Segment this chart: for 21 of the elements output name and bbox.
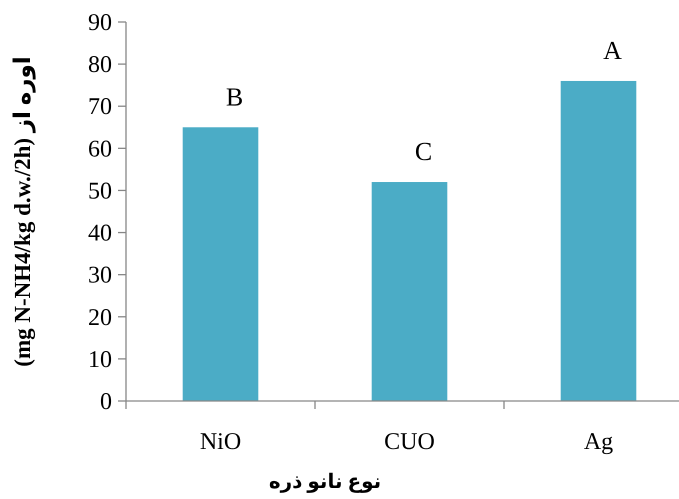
x-tick-label: NiO [200, 429, 242, 455]
y-tick-label: 30 [88, 262, 112, 289]
x-axis-title: نوع نانو ذره [268, 471, 382, 493]
y-axis-title: اوره از (mg N-NH4/kg d.w./2h) [10, 56, 36, 367]
annotation: B [226, 82, 244, 112]
annotation: C [414, 137, 432, 166]
x-tick-label: CUO [384, 429, 435, 455]
y-tick-label: 90 [88, 10, 112, 36]
bar [372, 182, 448, 401]
bar [560, 80, 636, 401]
y-tick-label: 60 [88, 136, 112, 162]
annotation: A [603, 36, 622, 65]
y-tick-label: 10 [88, 346, 112, 373]
bar [182, 127, 258, 401]
y-tick-label: 50 [88, 178, 112, 204]
y-tick-label: 40 [88, 220, 112, 247]
x-tick-label: Ag [584, 429, 614, 455]
y-tick-label: 20 [88, 304, 112, 331]
y-tick-label: 80 [88, 52, 112, 78]
y-tick-label: 70 [88, 94, 112, 120]
y-tick-label: 0 [100, 389, 112, 415]
